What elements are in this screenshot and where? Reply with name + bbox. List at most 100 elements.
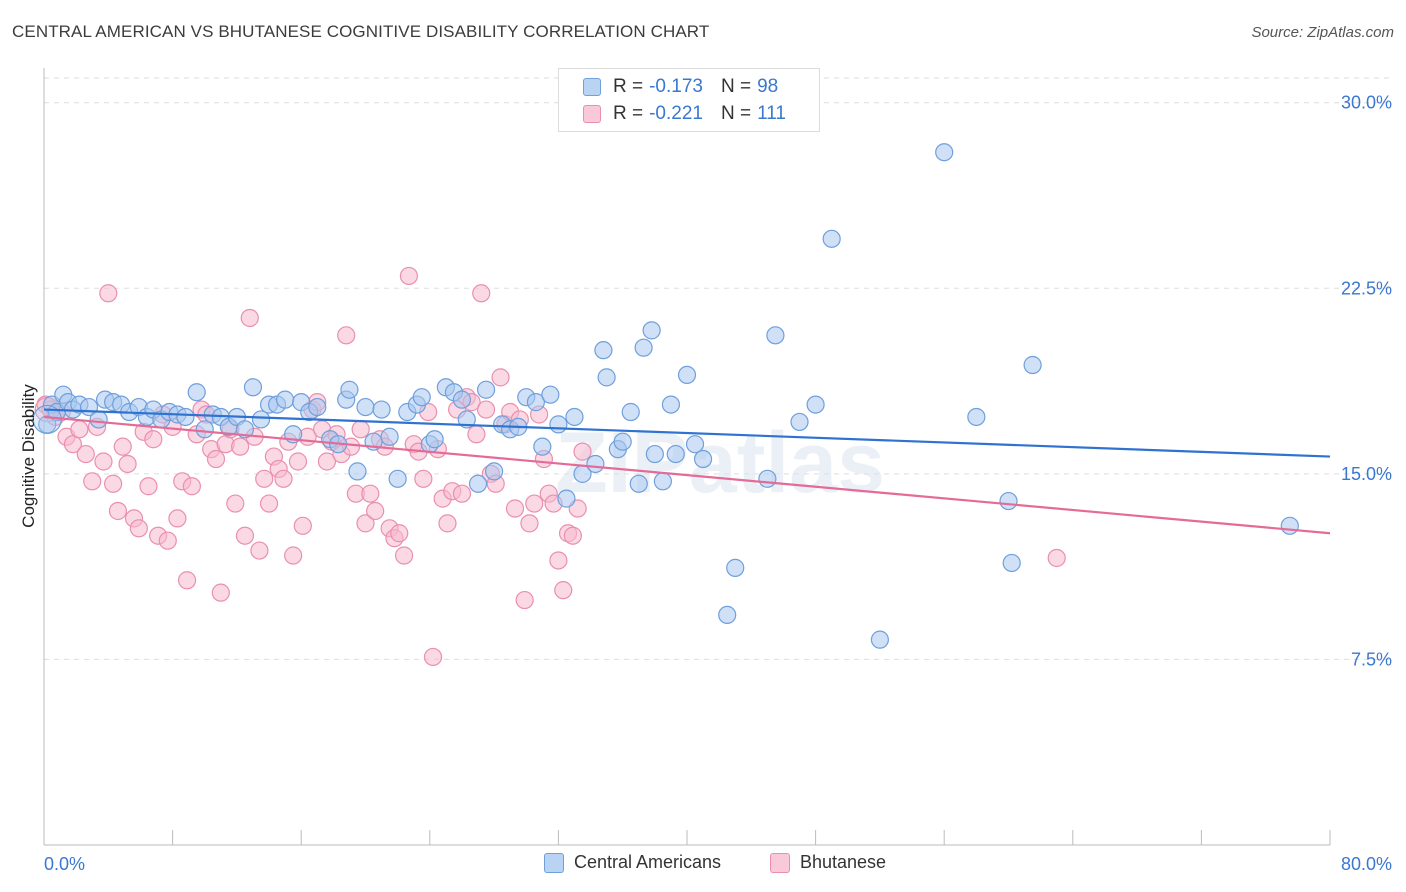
bhutanese-point	[515, 590, 534, 610]
legend-label: Bhutanese	[800, 852, 887, 872]
bhutanese-point	[104, 474, 123, 493]
central-american-point	[629, 474, 648, 493]
central-american-point	[621, 402, 640, 422]
central-american-point	[533, 437, 552, 456]
bhutanese-point	[240, 308, 259, 328]
central-american-point	[677, 365, 697, 385]
central-american-point	[348, 462, 367, 481]
central-american-point	[685, 435, 705, 454]
central-american-point	[276, 390, 295, 409]
central-american-point	[468, 474, 488, 493]
central-american-point	[806, 395, 825, 414]
central-american-point	[594, 341, 613, 360]
chart-title: CENTRAL AMERICAN VS BHUTANESE COGNITIVE …	[12, 22, 710, 41]
bhutanese-point	[351, 420, 370, 439]
y-tick-label: 30.0%	[1341, 93, 1392, 113]
central-american-point	[758, 469, 777, 488]
central-american-point	[356, 397, 375, 417]
blue-swatch	[544, 852, 564, 873]
central-american-point	[642, 321, 661, 340]
bhutanese-point	[573, 442, 592, 461]
bhutanese-point	[361, 484, 380, 503]
bhutanese-point	[250, 541, 269, 560]
central-american-point	[1002, 553, 1021, 573]
bhutanese-point	[525, 494, 544, 513]
bhutanese-point	[491, 368, 510, 387]
central-american-point	[195, 420, 214, 439]
r-value: -0.173	[649, 76, 703, 97]
bhutanese-point	[472, 284, 491, 303]
legend-row-bhutanese: R = -0.221 N = 111	[583, 102, 786, 126]
central-american-point	[613, 432, 632, 451]
bhutanese-point	[288, 452, 308, 471]
central-american-point	[485, 462, 504, 481]
central-american-point	[935, 143, 954, 162]
legend-item-central-americans: Central Americans	[544, 852, 721, 873]
bhutanese-point	[235, 526, 255, 545]
central-american-point	[766, 326, 785, 345]
bhutanese-point	[554, 581, 573, 600]
bhutanese-point	[423, 647, 443, 667]
central-american-point	[653, 472, 672, 491]
bhutanese-point	[563, 526, 582, 545]
bhutanese-trend-line	[43, 415, 1331, 535]
central-american-point	[372, 400, 391, 419]
y-axis-label: Cognitive Disability	[19, 384, 38, 528]
bhutanese-point	[505, 499, 525, 518]
central-american-point	[89, 410, 108, 429]
central-american-point	[251, 410, 271, 429]
source-label: Source: ZipAtlas.com	[1251, 24, 1394, 41]
bhutanese-point	[438, 514, 457, 533]
y-tick-label: 22.5%	[1341, 278, 1392, 298]
bhutanese-point	[549, 551, 568, 570]
bhutanese-point	[158, 531, 177, 550]
bhutanese-point	[118, 454, 137, 474]
bhutanese-point	[394, 546, 414, 565]
bhutanese-point	[113, 437, 132, 456]
n-value: 98	[757, 76, 779, 97]
bhutanese-point	[206, 449, 226, 469]
bhutanese-point	[177, 571, 197, 590]
central-american-point	[380, 427, 399, 446]
axes	[43, 68, 1331, 846]
central-american-point	[187, 383, 206, 402]
central-american-point	[1280, 516, 1299, 535]
bhutanese-point	[337, 326, 356, 345]
bhutanese-point	[274, 469, 293, 488]
bhutanese-point	[231, 437, 250, 456]
r-label: R =	[613, 103, 644, 124]
central-american-point	[526, 393, 545, 412]
bhutanese-point	[452, 484, 472, 503]
central-american-point	[557, 489, 576, 508]
central-american-point	[634, 338, 653, 357]
x-tick-label: 80.0%	[1341, 854, 1392, 874]
bhutanese-point	[108, 501, 128, 521]
central-american-point	[412, 388, 431, 407]
bhutanese-point	[99, 284, 118, 303]
bhutanese-points	[34, 266, 1066, 667]
bhutanese-point	[366, 501, 385, 521]
bhutanese-point	[226, 494, 245, 513]
bhutanese-point	[168, 509, 187, 528]
bhutanese-point	[259, 494, 279, 513]
bhutanese-point	[129, 519, 148, 538]
bhutanese-point	[255, 469, 274, 488]
bhutanese-point	[284, 546, 303, 565]
bhutanese-point	[94, 452, 113, 471]
central-american-point	[452, 390, 472, 409]
y-tick-label: 7.5%	[1351, 649, 1392, 669]
central-american-point	[999, 491, 1018, 511]
central-american-point	[870, 630, 890, 649]
pink-swatch	[583, 105, 601, 123]
central-american-point	[235, 420, 255, 439]
correlation-legend: R = -0.173 N = 98 R = -0.221 N = 111	[558, 68, 820, 132]
central-american-point	[597, 368, 616, 387]
n-label: N =	[720, 76, 752, 97]
series-legend: Central Americans Bhutanese	[0, 852, 1406, 878]
bhutanese-point	[317, 452, 337, 471]
bhutanese-point	[356, 514, 375, 533]
r-label: R =	[613, 76, 644, 97]
r-value: -0.221	[649, 103, 703, 124]
pink-swatch	[770, 852, 790, 873]
